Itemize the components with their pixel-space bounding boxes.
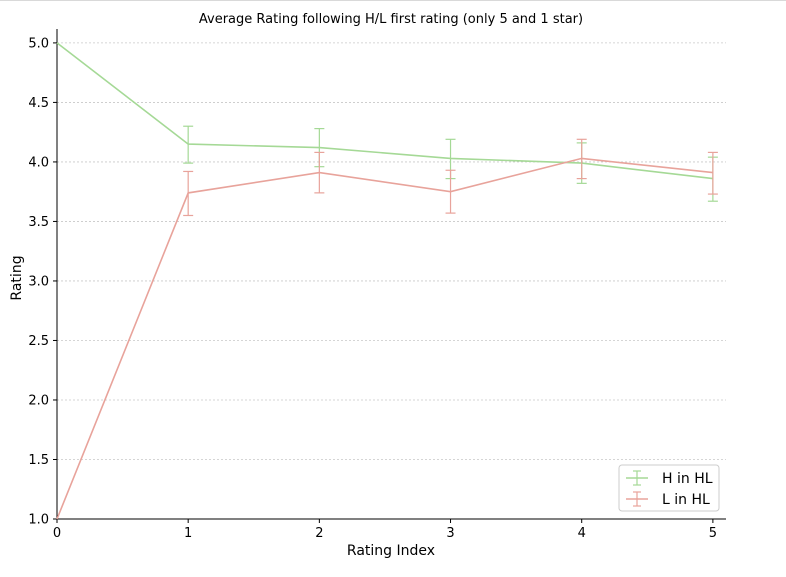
- y-tick-label: 3.5: [28, 215, 49, 230]
- legend-item: L in HL: [626, 491, 710, 508]
- series-l-in-hl: [56, 138, 718, 520]
- x-axis-title: Rating Index: [347, 543, 435, 559]
- top-border: [0, 0, 786, 1]
- chart-title: Average Rating following H/L first ratin…: [199, 12, 583, 27]
- labels: Average Rating following H/L first ratin…: [9, 12, 583, 559]
- x-tick-label: 1: [184, 526, 192, 541]
- x-tick-label: 4: [578, 526, 586, 541]
- y-tick-label: 4.0: [28, 155, 49, 170]
- axes: 1.0 1.5 2.0 2.5 3.0 3.5 4.0 4.5 5.0 0 1 2 3 4 5: [28, 29, 726, 541]
- x-tick-label: 2: [315, 526, 323, 541]
- x-tick-label: 0: [53, 526, 61, 541]
- y-tick-label: 3.0: [28, 274, 49, 289]
- x-tick-label: 5: [709, 526, 717, 541]
- y-tick-label: 1.0: [28, 513, 49, 528]
- legend-label: H in HL: [662, 471, 713, 487]
- series-h-in-hl: [56, 42, 718, 202]
- legend-item: H in HL: [626, 470, 713, 487]
- y-tick-label: 2.5: [28, 334, 49, 349]
- y-tick-label: 1.5: [28, 453, 49, 468]
- series-line: [56, 157, 713, 520]
- legend-label: L in HL: [662, 492, 710, 508]
- x-tick-label: 3: [446, 526, 454, 541]
- legend: H in HL L in HL: [618, 464, 720, 512]
- series-line: [56, 42, 713, 180]
- y-tick-label: 2.0: [28, 393, 49, 408]
- y-axis-title: Rating: [9, 255, 25, 300]
- grid: [57, 42, 726, 460]
- y-tick-label: 5.0: [28, 36, 49, 51]
- y-tick-label: 4.5: [28, 96, 49, 111]
- series-group: [56, 42, 718, 520]
